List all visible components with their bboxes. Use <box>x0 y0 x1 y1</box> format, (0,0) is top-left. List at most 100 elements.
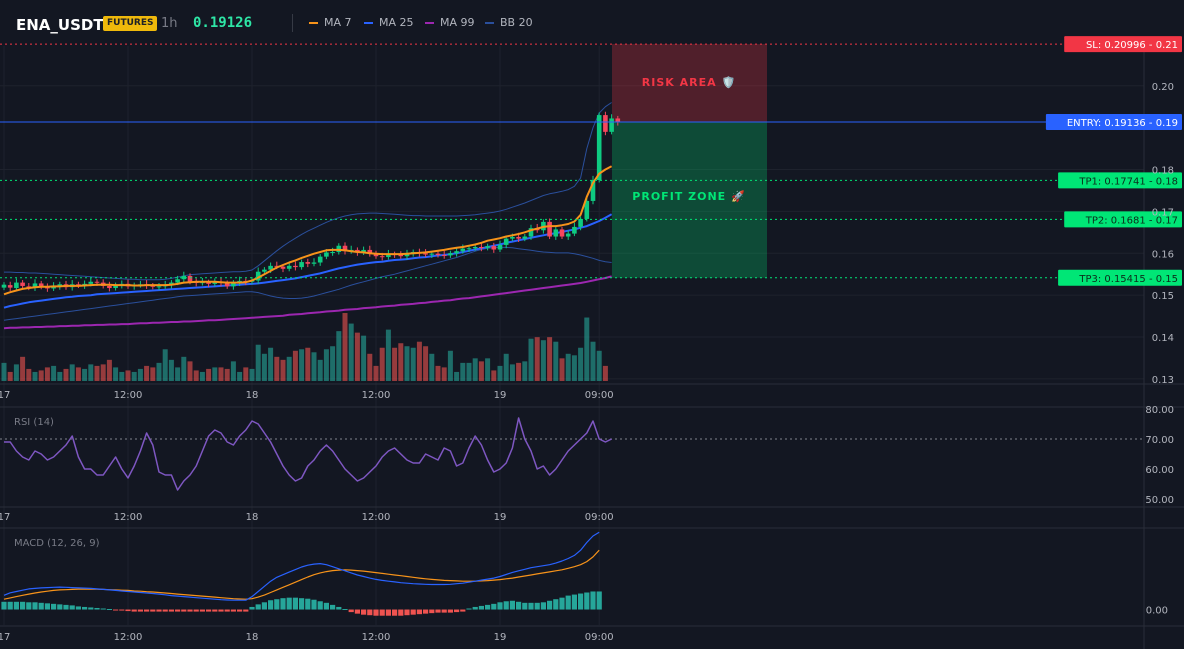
candle-body <box>255 271 261 281</box>
candle-body <box>330 252 335 254</box>
candle-body <box>113 285 118 289</box>
macd-hist-bar <box>299 598 305 610</box>
macd-hist-bar <box>466 608 472 610</box>
macd-hist-bar <box>280 598 286 610</box>
level-tag-2 <box>1058 172 1182 189</box>
symbol-label[interactable]: ENA_USDT <box>16 16 104 34</box>
candle-body <box>510 236 515 239</box>
volume-bar <box>119 371 125 381</box>
macd-signal-line <box>3 549 600 600</box>
macd-hist-bar <box>547 600 553 610</box>
volume-bar <box>82 368 88 381</box>
candle-body <box>423 253 428 255</box>
rsi-line <box>4 417 612 491</box>
macd-hist-bar <box>175 609 181 612</box>
legend-ma25[interactable]: MA 25 <box>364 16 414 29</box>
candle-body <box>26 286 32 288</box>
volume-bar <box>280 359 286 381</box>
volume-bar <box>330 346 336 381</box>
macd-hist-bar <box>497 602 503 610</box>
time-tick: 12:00 <box>362 390 391 401</box>
level-text-0: SL: 0.20996 - 0.21 <box>1086 40 1178 51</box>
legend-bb20-label: BB 20 <box>500 16 533 29</box>
candle-body <box>491 246 497 250</box>
volume-bar <box>26 368 32 381</box>
candle-body <box>603 115 608 132</box>
macd-hist-bar <box>230 609 236 612</box>
macd-hist-bar <box>44 603 50 610</box>
legend-bb20[interactable]: BB 20 <box>485 16 533 29</box>
volume-bar <box>565 353 571 381</box>
macd-hist-bar <box>565 595 571 610</box>
volume-bar <box>559 358 565 381</box>
volume-bar <box>547 337 553 381</box>
price-tick: 0.15 <box>1152 291 1174 302</box>
time-tick: 17 <box>0 632 10 643</box>
candle-body <box>497 244 503 250</box>
volume-bar <box>193 370 199 381</box>
volume-bar <box>509 364 515 381</box>
price-tick: 0.17 <box>1152 207 1174 218</box>
macd-hist-bar <box>571 594 577 610</box>
macd-hist-bar <box>218 609 224 612</box>
chart-header: ENA_USDT FUTURES 1h 0.19126 MA 7 MA 25 M… <box>0 0 1184 46</box>
candle-body <box>107 285 112 289</box>
macd-hist-bar <box>75 606 81 610</box>
candle-body <box>20 282 25 286</box>
macd-hist-bar <box>460 609 466 612</box>
macd-hist-bar <box>162 609 168 612</box>
candle-body <box>231 283 236 287</box>
macd-hist-bar <box>503 601 509 610</box>
macd-hist-bar <box>137 609 143 612</box>
candle-body <box>317 256 323 263</box>
bb-lower-line <box>3 246 612 321</box>
volume-bar <box>596 350 602 381</box>
rsi-tick: 70.00 <box>1145 435 1174 446</box>
macd-hist-bar <box>559 597 565 610</box>
time-tick: 18 <box>246 390 259 401</box>
legend-ma7[interactable]: MA 7 <box>309 16 352 29</box>
legend-ma99-label: MA 99 <box>440 16 475 29</box>
rsi-tick: 50.00 <box>1145 495 1174 506</box>
level-tag-4 <box>1058 269 1182 286</box>
candle-body <box>441 254 447 256</box>
volume-bar <box>385 329 391 381</box>
timeframe-label[interactable]: 1h <box>161 16 178 31</box>
legend-ma99[interactable]: MA 99 <box>425 16 475 29</box>
volume-bar <box>255 344 261 381</box>
volume-bar <box>38 370 44 381</box>
volume-bar <box>447 350 453 381</box>
volume-bar <box>113 367 119 381</box>
candle-body <box>367 249 373 254</box>
macd-hist-bar <box>528 602 534 610</box>
macd-hist-bar <box>63 604 69 610</box>
level-text-4: TP3: 0.15415 - 0.15 <box>1078 274 1178 285</box>
volume-bar <box>162 349 168 381</box>
time-tick: 09:00 <box>585 512 614 523</box>
volume-bar <box>441 367 447 381</box>
ma7-line <box>3 165 613 296</box>
volume-bar <box>137 368 143 381</box>
volume-bar <box>206 368 212 381</box>
macd-hist-bar <box>100 608 106 610</box>
time-tick: 17 <box>0 390 10 401</box>
macd-hist-bar <box>212 609 218 612</box>
macd-hist-bar <box>237 609 243 612</box>
candle-body <box>38 283 44 287</box>
candle-body <box>435 253 441 255</box>
volume-bar <box>268 347 274 381</box>
time-tick: 12:00 <box>362 512 391 523</box>
legend-ma7-label: MA 7 <box>324 16 352 29</box>
level-text-2: TP1: 0.17741 - 0.18 <box>1078 176 1178 187</box>
candle-body <box>224 283 230 287</box>
macd-hist-bar <box>534 602 540 610</box>
candle-body <box>212 281 218 284</box>
macd-hist-bar <box>57 604 63 610</box>
macd-hist-bar <box>113 609 119 611</box>
macd-hist-bar <box>51 603 57 610</box>
candle-body <box>361 249 366 253</box>
candle-body <box>1 284 7 288</box>
volume-bar <box>181 356 187 381</box>
volume-bar <box>503 353 509 381</box>
